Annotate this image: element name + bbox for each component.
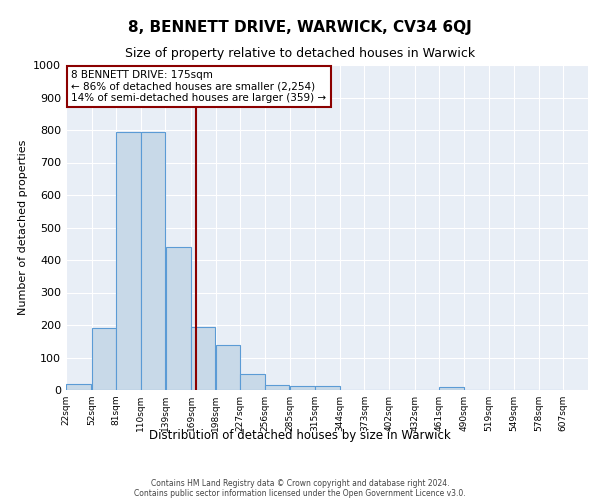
Bar	[439, 387, 464, 390]
Text: Distribution of detached houses by size in Warwick: Distribution of detached houses by size …	[149, 428, 451, 442]
Bar	[290, 386, 315, 390]
Text: Size of property relative to detached houses in Warwick: Size of property relative to detached ho…	[125, 48, 475, 60]
Bar	[141, 132, 165, 390]
Bar	[66, 384, 91, 390]
Text: 8, BENNETT DRIVE, WARWICK, CV34 6QJ: 8, BENNETT DRIVE, WARWICK, CV34 6QJ	[128, 20, 472, 35]
Bar	[216, 344, 240, 390]
Bar	[316, 386, 340, 390]
Text: Contains HM Land Registry data © Crown copyright and database right 2024.: Contains HM Land Registry data © Crown c…	[151, 478, 449, 488]
Text: Contains public sector information licensed under the Open Government Licence v3: Contains public sector information licen…	[134, 488, 466, 498]
Bar	[191, 328, 215, 390]
Bar	[241, 374, 265, 390]
Bar	[116, 132, 140, 390]
Bar	[166, 247, 191, 390]
Y-axis label: Number of detached properties: Number of detached properties	[17, 140, 28, 315]
Bar	[265, 386, 289, 390]
Bar	[92, 328, 116, 390]
Text: 8 BENNETT DRIVE: 175sqm
← 86% of detached houses are smaller (2,254)
14% of semi: 8 BENNETT DRIVE: 175sqm ← 86% of detache…	[71, 70, 326, 103]
